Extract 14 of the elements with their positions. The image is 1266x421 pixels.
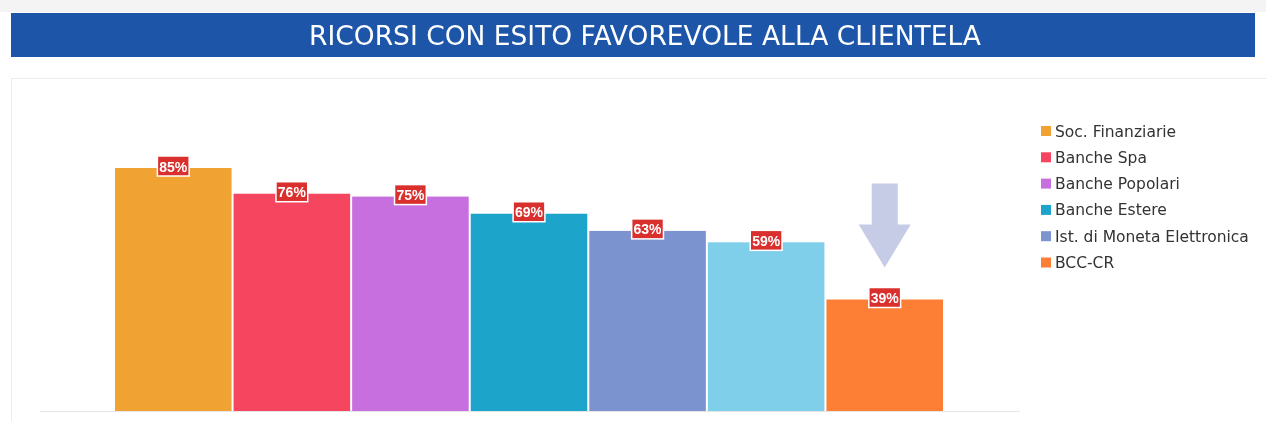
legend-label: Banche Estere [1055,201,1167,220]
legend-label: Banche Popolari [1055,175,1180,194]
chart-title: RICORSI CON ESITO FAVOREVOLE ALLA CLIENTELA [309,20,981,51]
data-label: 59% [752,232,781,249]
data-label: 76% [277,184,307,201]
legend-label: BCC-CR [1055,254,1115,272]
data-label: 63% [633,221,663,238]
data-label: 85% [159,158,188,175]
legend-label: Banche Spa [1055,148,1147,167]
data-label: 69% [514,204,544,221]
legend-label: Ist. di Moneta Elettronica [1055,227,1249,246]
legend-label: Soc. Finanziarie [1055,122,1177,141]
data-label: 39% [870,290,900,307]
data-label: 75% [396,187,425,204]
